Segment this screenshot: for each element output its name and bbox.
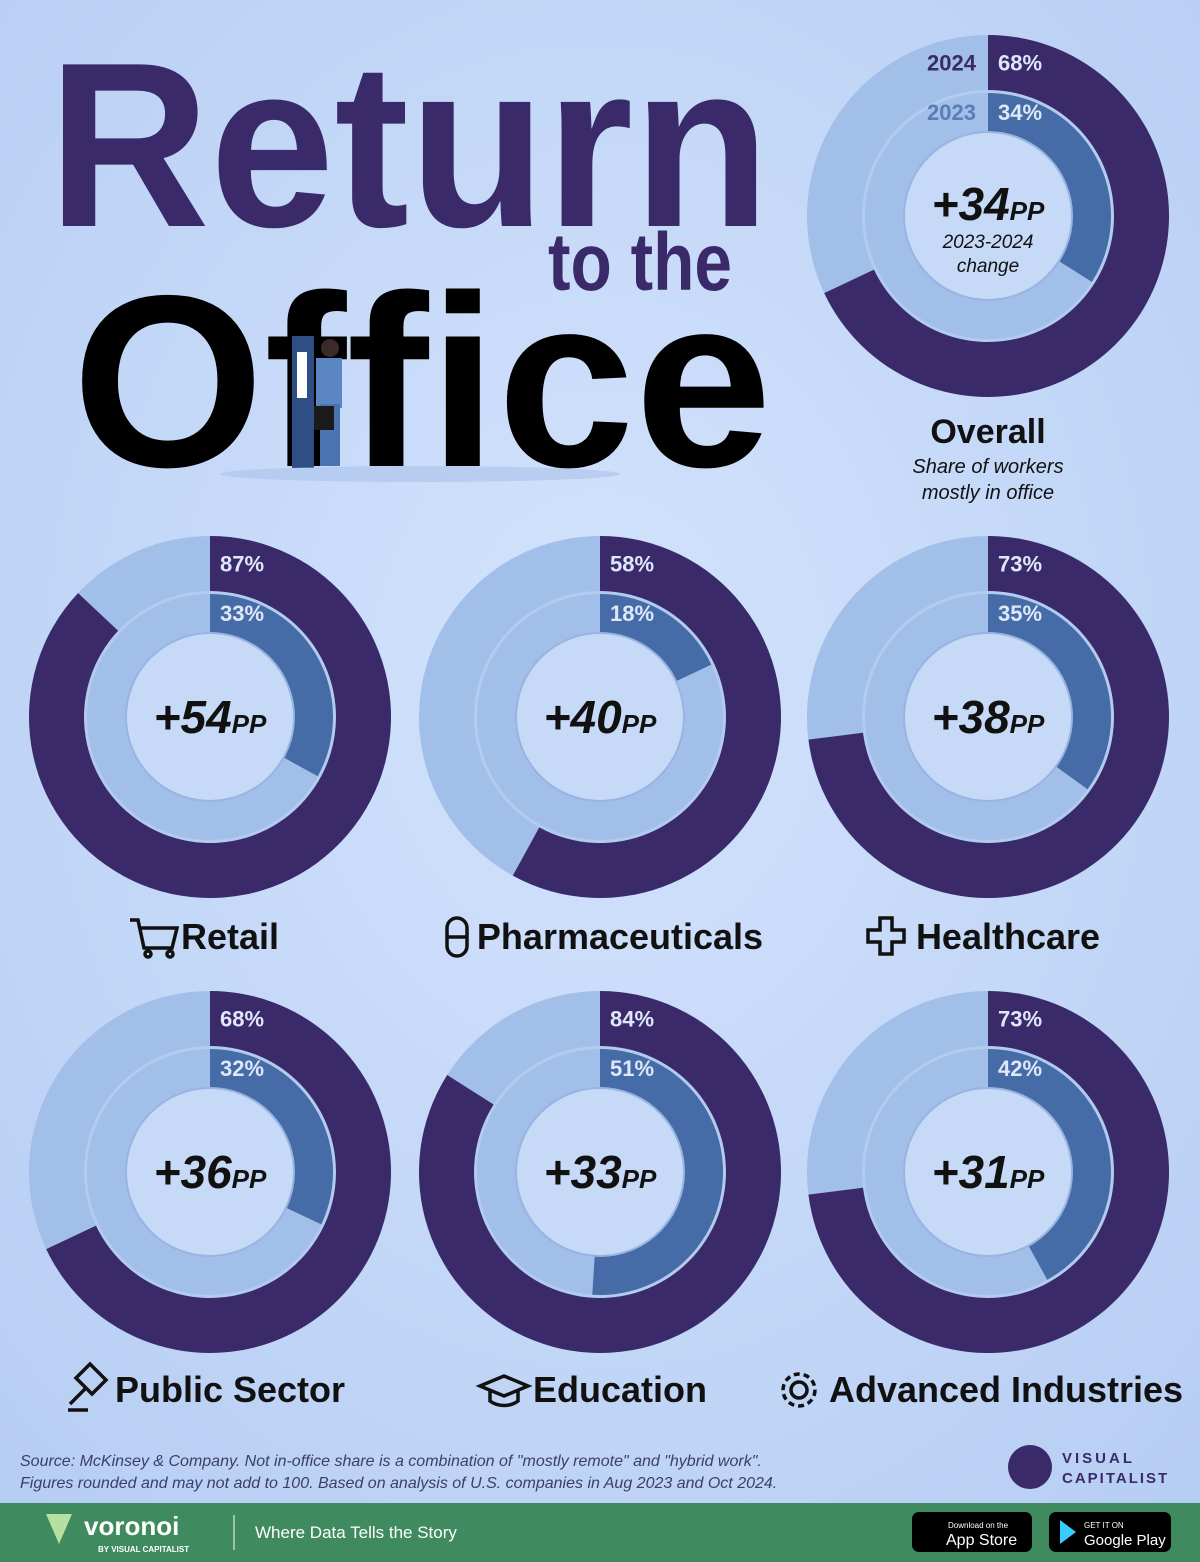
chart-title: Retail bbox=[181, 916, 279, 957]
door-illustration bbox=[292, 336, 342, 468]
donut: 68% 32% +36PP Public Sector bbox=[29, 991, 391, 1410]
badge-text: App Store bbox=[946, 1532, 1017, 1549]
google-play-badge[interactable]: GET IT ON Google Play bbox=[1049, 1512, 1171, 1552]
change-value: +33 bbox=[544, 1146, 622, 1198]
center bbox=[903, 632, 1073, 802]
value-label: 87% bbox=[220, 552, 264, 577]
value-label: 73% bbox=[998, 552, 1042, 577]
logo: voronoi bbox=[84, 1511, 179, 1541]
change-unit: PP bbox=[1010, 709, 1045, 739]
title: Return bbox=[48, 13, 770, 276]
change-unit: PP bbox=[232, 709, 267, 739]
title: to the bbox=[548, 217, 732, 308]
tagline: Where Data Tells the Story bbox=[255, 1523, 457, 1542]
center bbox=[515, 1087, 685, 1257]
ring-arc bbox=[808, 991, 1169, 1353]
ring-arc bbox=[988, 93, 1111, 282]
change-value: +34 bbox=[932, 178, 1010, 230]
center bbox=[903, 131, 1073, 301]
value-label: 33% bbox=[220, 601, 264, 626]
center bbox=[515, 632, 685, 802]
donut: 84% 51% +33PP Education bbox=[418, 991, 782, 1410]
logo-sub: BY VISUAL CAPITALIST bbox=[98, 1545, 189, 1554]
badge-text: Download on the bbox=[948, 1521, 1009, 1530]
chart-subtitle: Share of workers bbox=[912, 456, 1063, 478]
center bbox=[125, 632, 295, 802]
brand: CAPITALIST bbox=[1062, 1470, 1169, 1487]
change-unit: PP bbox=[1010, 196, 1045, 226]
chart-title: Public Sector bbox=[115, 1369, 345, 1410]
ring-arc bbox=[824, 35, 1170, 397]
donut: 73% 42% +31PP Advanced Industries bbox=[807, 991, 1183, 1410]
ring-arc bbox=[592, 1049, 723, 1295]
change-value: +38 bbox=[932, 691, 1010, 743]
ring-arc bbox=[512, 536, 781, 898]
change-unit: PP bbox=[1010, 1164, 1045, 1194]
value-label: 35% bbox=[998, 601, 1042, 626]
change-label: +34PP bbox=[932, 178, 1045, 230]
value-label: 32% bbox=[220, 1056, 264, 1081]
chart-subtitle: mostly in office bbox=[922, 482, 1054, 504]
chart-title: Healthcare bbox=[916, 916, 1100, 957]
brand-logo bbox=[1008, 1445, 1052, 1489]
change-value: +40 bbox=[544, 691, 622, 743]
series-label: 2023 bbox=[927, 100, 976, 125]
donut: 73% 35% +38PP Healthcare bbox=[807, 536, 1169, 957]
value-label: 18% bbox=[610, 601, 654, 626]
charts: 68%202434%2023+34PP2023-2024changeOveral… bbox=[28, 35, 1183, 1410]
center bbox=[125, 1087, 295, 1257]
source: Source: McKinsey & Company. Not in-offic… bbox=[20, 1453, 762, 1470]
change-value: +31 bbox=[932, 1146, 1010, 1198]
donut: 87% 33% +54PP Retail bbox=[28, 536, 391, 957]
value-label: 84% bbox=[610, 1007, 654, 1032]
change-label: +40PP bbox=[544, 691, 657, 743]
chart-title: Pharmaceuticals bbox=[477, 916, 763, 957]
source: Figures rounded and may not add to 100. … bbox=[20, 1475, 777, 1492]
change-value: +36 bbox=[154, 1146, 232, 1198]
app-store-badge[interactable]: Download on the App Store bbox=[912, 1512, 1032, 1552]
center bbox=[903, 1087, 1073, 1257]
value-label: 68% bbox=[220, 1007, 264, 1032]
value-label: 34% bbox=[998, 100, 1042, 125]
change-unit: PP bbox=[622, 709, 657, 739]
ring-arc bbox=[28, 536, 391, 899]
change-label: +33PP bbox=[544, 1146, 657, 1198]
value-label: 58% bbox=[610, 552, 654, 577]
chart-title: Education bbox=[533, 1369, 707, 1410]
change-value: +54 bbox=[154, 691, 232, 743]
brand: VISUAL bbox=[1062, 1450, 1135, 1467]
chart-title: Advanced Industries bbox=[829, 1369, 1183, 1410]
value-label: 51% bbox=[610, 1056, 654, 1081]
voronoi-logo bbox=[46, 1514, 72, 1544]
donut: 68%202434%2023+34PP2023-2024changeOveral… bbox=[807, 35, 1170, 504]
value-label: 68% bbox=[998, 51, 1042, 76]
icons bbox=[68, 916, 906, 1412]
change-label: +38PP bbox=[932, 691, 1045, 743]
change-label: +31PP bbox=[932, 1146, 1045, 1198]
change-unit: PP bbox=[622, 1164, 657, 1194]
value-label: 73% bbox=[998, 1007, 1042, 1032]
donut: 58% 18% +40PP Pharmaceuticals bbox=[419, 536, 781, 957]
ring-arc bbox=[418, 991, 782, 1353]
badge-text: Google Play bbox=[1084, 1532, 1166, 1549]
change-label: +36PP bbox=[154, 1146, 267, 1198]
note: change bbox=[957, 256, 1019, 277]
note: 2023-2024 bbox=[942, 232, 1034, 253]
chart-title: Overall bbox=[930, 413, 1045, 451]
ring-arc bbox=[600, 594, 712, 683]
value-label: 42% bbox=[998, 1056, 1042, 1081]
change-unit: PP bbox=[232, 1164, 267, 1194]
series-label: 2024 bbox=[927, 51, 977, 76]
ring-arc bbox=[988, 594, 1111, 790]
badge-text: GET IT ON bbox=[1084, 1521, 1124, 1530]
change-label: +54PP bbox=[154, 691, 267, 743]
ring-arc bbox=[46, 991, 391, 1354]
shadow bbox=[220, 466, 620, 482]
ring-arc bbox=[988, 1049, 1112, 1280]
ring-arc bbox=[808, 536, 1169, 898]
